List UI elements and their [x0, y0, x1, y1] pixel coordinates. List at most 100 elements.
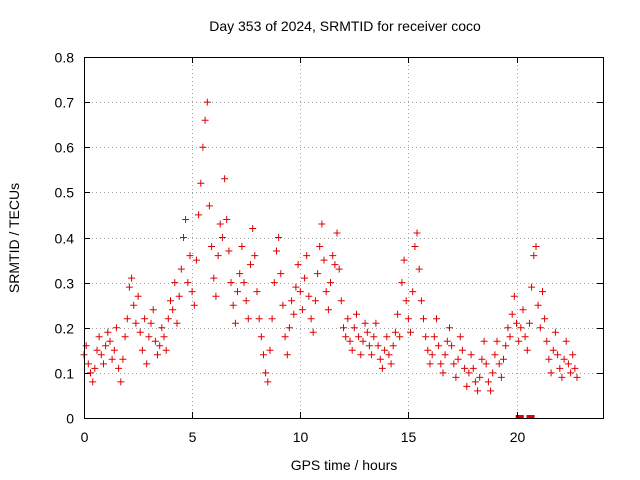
data-point	[154, 351, 161, 359]
data-point	[353, 310, 360, 318]
x-axis-label: GPS time / hours	[291, 457, 398, 473]
data-point	[253, 288, 261, 296]
data-point	[478, 355, 486, 363]
data-point	[275, 234, 283, 241]
axis-ticks: 0 0.1 0.2 0.3 0.4 0.5 0.6 0.7 0.8 0 5 10 15 20	[55, 50, 603, 445]
y-tick-label: 0.2	[55, 321, 75, 337]
data-point	[264, 378, 272, 386]
data-point	[476, 373, 484, 381]
data-point	[558, 373, 566, 381]
data-point	[361, 319, 369, 327]
data-point	[394, 310, 402, 318]
data-point	[327, 279, 334, 287]
data-point	[480, 337, 488, 345]
data-point	[448, 342, 456, 350]
data-point	[262, 369, 270, 377]
data-point	[489, 369, 497, 377]
data-point	[285, 324, 293, 332]
data-point	[413, 229, 421, 237]
data-point	[301, 274, 309, 282]
data-point	[530, 252, 538, 260]
data-point	[123, 315, 131, 323]
data-point	[303, 252, 311, 260]
data-point	[404, 315, 412, 323]
data-point	[288, 297, 296, 305]
data-point	[359, 337, 367, 345]
data-point	[363, 328, 371, 336]
data-point	[337, 297, 345, 305]
data-point	[136, 328, 144, 336]
data-point	[551, 328, 559, 336]
data-point	[389, 342, 397, 350]
y-axis-label: SRMTID / TECUs	[6, 183, 22, 293]
data-point	[234, 288, 241, 296]
data-point	[545, 355, 553, 363]
data-point	[443, 337, 451, 345]
data-point	[365, 342, 373, 350]
data-point	[184, 279, 192, 287]
data-point	[130, 301, 138, 309]
data-point	[199, 143, 207, 151]
data-point	[398, 279, 406, 287]
y-tick-label: 0	[66, 411, 74, 427]
grid	[84, 57, 603, 418]
data-point	[370, 333, 378, 341]
data-point	[411, 243, 419, 250]
data-point	[214, 252, 222, 260]
data-point	[437, 360, 445, 368]
data-point	[188, 288, 196, 296]
data-point	[378, 364, 386, 372]
data-point	[402, 297, 410, 305]
data-point	[173, 319, 181, 327]
data-point	[573, 373, 581, 381]
data-point	[268, 315, 276, 323]
data-point	[504, 324, 512, 332]
data-point	[238, 243, 246, 250]
data-point	[132, 319, 140, 327]
data-point	[82, 342, 90, 350]
data-point	[415, 265, 423, 273]
data-point	[281, 333, 289, 341]
data-point	[156, 342, 164, 350]
data-point	[141, 315, 149, 323]
data-point	[167, 297, 174, 305]
data-point	[374, 342, 382, 350]
data-point	[482, 360, 490, 368]
data-point	[186, 252, 194, 260]
data-point	[106, 337, 114, 345]
data-point	[119, 355, 127, 363]
data-point	[383, 333, 391, 341]
data-point	[329, 252, 337, 260]
data-point	[454, 355, 462, 363]
data-point	[236, 270, 244, 278]
data-point	[461, 364, 469, 372]
data-point	[458, 346, 466, 354]
data-point	[567, 369, 575, 377]
data-point	[145, 333, 153, 341]
data-point	[346, 337, 354, 345]
data-point	[134, 292, 142, 300]
data-point	[93, 346, 101, 354]
data-point	[151, 337, 159, 345]
data-point	[227, 279, 235, 287]
data-point	[221, 175, 229, 183]
y-tick-label: 0.3	[55, 276, 75, 292]
data-point	[523, 346, 531, 354]
data-point	[495, 360, 503, 368]
data-point	[190, 301, 198, 309]
data-point	[422, 333, 430, 341]
data-point	[305, 292, 313, 300]
data-point	[218, 234, 226, 241]
data-point	[309, 328, 317, 336]
data-point	[564, 360, 572, 368]
data-point	[446, 324, 453, 332]
data-point	[266, 346, 274, 354]
data-point	[465, 369, 473, 377]
data-point	[435, 342, 443, 350]
data-point	[541, 315, 549, 323]
data-point	[231, 319, 239, 327]
data-point	[298, 306, 306, 314]
data-point	[396, 333, 404, 341]
data-point	[560, 355, 568, 363]
